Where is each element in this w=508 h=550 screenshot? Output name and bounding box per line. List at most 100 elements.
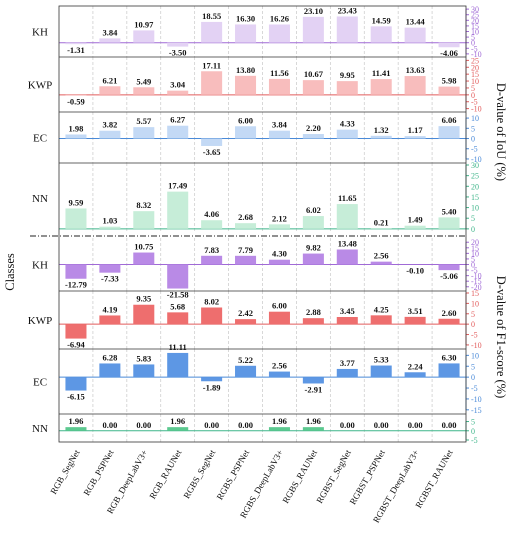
right-axis-tick-label: 15	[471, 70, 479, 79]
value-label: 7.79	[238, 245, 253, 255]
bar-rgbs_deeplabv3+	[268, 224, 290, 229]
value-label: 0.00	[408, 420, 423, 430]
bar-rgbst_segnet	[336, 368, 358, 378]
right-axis-tick-label: 30	[471, 161, 479, 170]
bar-rgbs_segnet	[201, 21, 223, 43]
value-label: -12.79	[65, 280, 87, 290]
right-axis-tick-label: 5	[471, 310, 475, 319]
value-label: -3.50	[169, 48, 187, 58]
value-label: 4.19	[102, 304, 117, 314]
bar-rgb_segnet	[65, 42, 87, 45]
right-axis-tick-label: -10	[471, 105, 482, 114]
value-label: 13.48	[338, 238, 357, 248]
value-label: 5.68	[170, 301, 185, 311]
bar-rgbs_segnet	[201, 220, 223, 229]
chart-frame	[30, 5, 467, 443]
value-label: 16.30	[236, 13, 255, 23]
value-label: 0.00	[204, 420, 219, 430]
right-axis-tick-label: -5	[471, 436, 478, 445]
bar-rgbs_raunet	[302, 377, 324, 384]
value-label: 9.35	[136, 294, 151, 304]
right-axis-tick-label: 0	[471, 135, 475, 144]
value-label: 2.24	[408, 361, 424, 371]
value-label: -1.89	[203, 382, 221, 392]
bar-rgbst_raunet	[438, 363, 460, 378]
bar-rgbs_deeplabv3+	[268, 259, 290, 265]
value-label: 17.11	[202, 60, 221, 70]
value-label: 3.77	[340, 358, 356, 368]
bar-rgb_pspnet	[99, 130, 121, 139]
value-label: 2.20	[306, 123, 321, 133]
value-label: -2.91	[305, 384, 323, 394]
right-axis-tick-label: 0	[471, 427, 475, 436]
bar-rgbst_raunet	[438, 318, 460, 325]
x-tick-label: RGBST_RAUNet	[413, 448, 455, 510]
right-axis-tick-label: -5	[471, 44, 478, 53]
right-axis-tick-label: 20	[471, 16, 479, 25]
right-axis-tick-label: 15	[471, 289, 479, 298]
bar-rgb_deeplabv3+	[133, 87, 155, 95]
value-label: -1.31	[67, 45, 85, 55]
value-label: 5.98	[442, 76, 457, 86]
class-label-kh: KH	[32, 260, 48, 272]
bar-rgbs_deeplabv3+	[268, 78, 290, 95]
bar-rgbs_segnet	[201, 377, 223, 382]
bar-rgb_raunet	[167, 352, 189, 378]
right-axis-tick-label: 10	[471, 77, 479, 86]
bar-rgbst_pspnet	[370, 261, 392, 265]
right-axis-tick-label: 15	[471, 193, 479, 202]
right-axis-tick-label: 0	[471, 39, 475, 48]
plot-frame	[58, 5, 467, 443]
value-label: 11.65	[338, 193, 357, 203]
right-axis-tick-label: 5	[471, 255, 475, 264]
right-axis-tick-label: 20	[471, 63, 479, 72]
right-axis-tick-label: -5	[471, 331, 478, 340]
x-tick-label: RGBST_SegNet	[314, 448, 353, 505]
value-label: -5.06	[440, 271, 458, 281]
bar-rgbs_deeplabv3+	[268, 427, 290, 431]
value-label: 0.00	[136, 420, 151, 430]
panel-f1-nn: 1.96 0.00 0.00 1.96 0.00 0.00 1.96 1.96 0.00 0.00…	[32, 414, 478, 445]
right-axis-tick-label: -10	[471, 341, 482, 350]
value-label: -4.06	[440, 48, 458, 58]
value-label: 7.83	[204, 245, 219, 255]
value-label: -0.10	[406, 266, 424, 276]
bar-rgb_segnet	[65, 264, 87, 279]
bar-rgb_raunet	[167, 90, 189, 95]
value-label: -3.65	[203, 147, 221, 157]
bar-rgbs_raunet	[302, 16, 324, 43]
bar-rgbs_raunet	[302, 318, 324, 325]
value-label: -6.94	[67, 340, 85, 350]
bar-rgbst_pspnet	[370, 315, 392, 325]
value-label: 1.96	[170, 416, 185, 426]
value-label: 1.17	[408, 125, 424, 135]
value-label: 3.04	[170, 80, 186, 90]
value-label: 13.80	[236, 65, 255, 75]
right-axis-tick-label: -5	[471, 98, 478, 107]
value-label: 6.00	[238, 115, 253, 125]
right-axis-tick-label: 20	[471, 238, 479, 247]
bar-rgb_segnet	[65, 208, 87, 229]
value-label: 10.75	[134, 242, 153, 252]
value-label: 11.41	[372, 68, 391, 78]
panel-iou-kh: -1.31 3.84 10.97 -3.50 18.55 16.30 16.26 23.10 2…	[32, 5, 482, 59]
bar-rgbs_segnet	[201, 307, 223, 325]
bar-rgbst_raunet	[438, 42, 460, 48]
bar-rgbst_raunet	[438, 86, 460, 95]
bar-rgb_deeplabv3+	[133, 30, 155, 43]
bar-rgb_raunet	[167, 191, 189, 229]
bar-rgbst_raunet	[438, 217, 460, 229]
right-axis-tick-label: 10	[471, 28, 479, 37]
bar-rgbs_pspnet	[235, 75, 257, 95]
value-label: 1.32	[374, 125, 389, 135]
bar-rgbs_pspnet	[235, 126, 257, 139]
bar-rgb_raunet	[167, 125, 189, 139]
right-axis-tick-label: 15	[471, 244, 479, 253]
bar-rgbst_segnet	[336, 81, 358, 95]
bar-rgbst_deeplabv3+	[404, 27, 426, 43]
value-label: 18.55	[202, 11, 221, 21]
bar-rgb_deeplabv3+	[133, 252, 155, 265]
value-label: 13.63	[406, 65, 425, 75]
value-label: 0.00	[102, 420, 117, 430]
value-label: 1.96	[69, 416, 84, 426]
